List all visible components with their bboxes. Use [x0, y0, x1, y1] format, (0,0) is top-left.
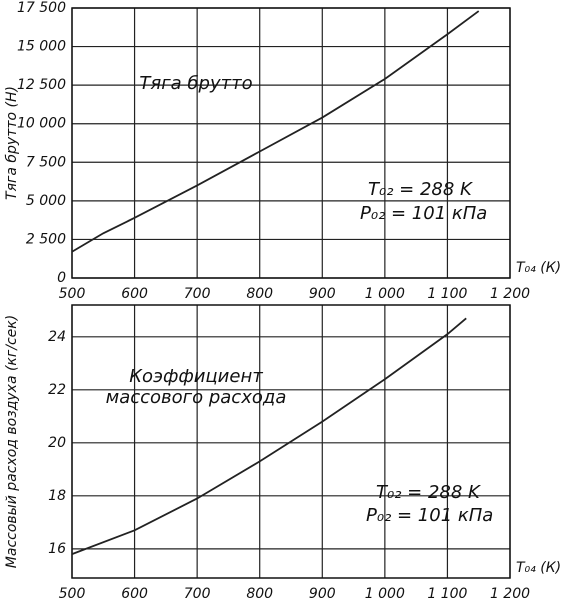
annotation: P₀₂ = 101 кПа	[360, 203, 487, 224]
y-tick-label: 10 000	[17, 116, 66, 132]
x-tick-label: 500	[59, 286, 86, 302]
x-axis-label: T₀₄ (К)	[516, 260, 561, 276]
y-tick-label: 24	[48, 329, 66, 345]
y-tick-label: 12 500	[17, 77, 66, 93]
x-tick-label: 1 200	[490, 286, 530, 302]
x-tick-label: 800	[246, 586, 273, 600]
x-tick-label: 600	[121, 586, 148, 600]
x-tick-label: 1 100	[427, 286, 467, 302]
x-tick-label: 700	[184, 586, 211, 600]
plot-frame	[71, 304, 511, 579]
y-tick-label: 20	[48, 435, 66, 451]
y-tick-label: 0	[57, 270, 66, 286]
annotation: Тяга брутто	[139, 73, 252, 94]
y-axis-label: Тяга брутто (Н)	[4, 86, 20, 200]
x-tick-label: 1 000	[365, 286, 405, 302]
annotation: T₀₂ = 288 K	[368, 179, 473, 200]
y-tick-label: 22	[48, 382, 66, 398]
x-tick-label: 600	[121, 286, 148, 302]
x-tick-label: 500	[59, 586, 86, 600]
data-line	[71, 10, 480, 253]
y-tick-label: 15 000	[17, 39, 66, 55]
y-axis-label: Массовый расход воздуха (кг/сек)	[4, 315, 20, 568]
x-tick-label: 800	[246, 286, 273, 302]
y-tick-label: 5 000	[26, 193, 66, 209]
x-tick-label: 700	[184, 286, 211, 302]
x-tick-label: 1 000	[365, 586, 405, 600]
y-tick-label: 7 500	[26, 154, 66, 170]
data-line	[71, 317, 467, 555]
annotation: массового расхода	[106, 387, 287, 408]
annotation: T₀₂ = 288 K	[376, 482, 481, 503]
x-tick-label: 1 200	[490, 586, 530, 600]
x-tick-label: 900	[309, 286, 336, 302]
annotation: Коэффициент	[129, 366, 263, 387]
x-axis-label: T₀₄ (К)	[516, 560, 561, 576]
plot-frame	[71, 7, 511, 279]
annotation: P₀₂ = 101 кПа	[366, 505, 493, 526]
y-tick-label: 18	[48, 488, 66, 504]
y-tick-label: 16	[48, 541, 66, 557]
x-tick-label: 1 100	[427, 586, 467, 600]
y-tick-label: 17 500	[17, 0, 66, 16]
y-tick-label: 2 500	[26, 231, 66, 247]
x-tick-label: 900	[309, 586, 336, 600]
